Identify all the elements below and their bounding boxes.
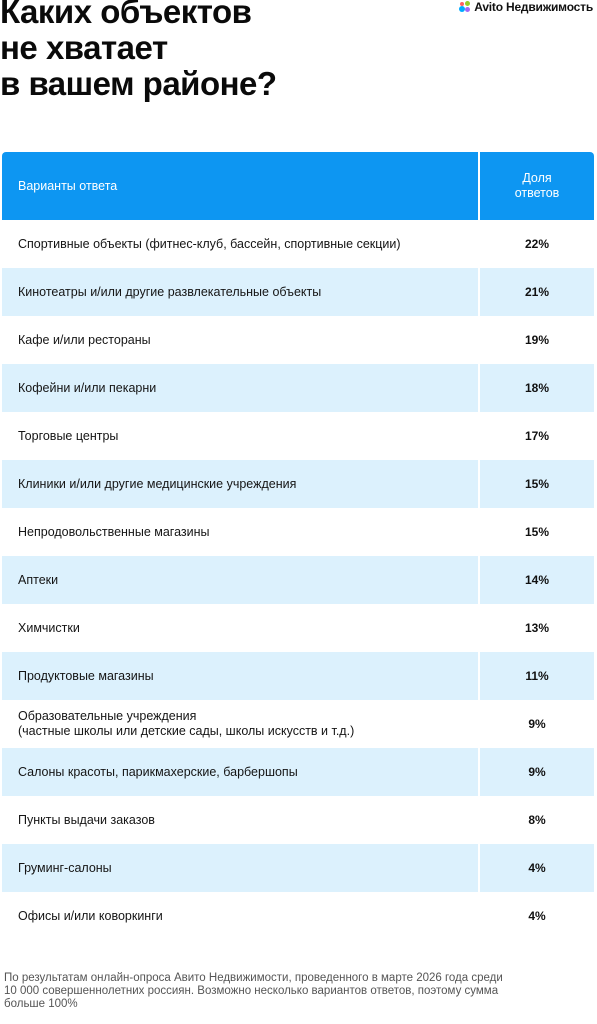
brand-logo: Avito Недвижимость — [459, 0, 593, 14]
row-value: 11% — [480, 652, 594, 700]
table-row: Пункты выдачи заказов 8% — [2, 796, 594, 844]
row-value: 9% — [480, 748, 594, 796]
table-row: Аптеки 14% — [2, 556, 594, 604]
table-row: Клиники и/или другие медицинские учрежде… — [2, 460, 594, 508]
row-label: Офисы и/или коворкинги — [18, 908, 163, 923]
table-row: Груминг-салоны 4% — [2, 844, 594, 892]
row-value: 22% — [524, 237, 550, 251]
table-row: Непродовольственные магазины 15% — [2, 508, 594, 556]
footnote: По результатам онлайн-опроса Авито Недви… — [4, 972, 503, 1010]
row-label: Торговые центры — [18, 428, 119, 443]
table-row: Продуктовые магазины 11% — [2, 652, 594, 700]
row-label: Пункты выдачи заказов — [18, 812, 155, 827]
row-value: 8% — [528, 813, 546, 827]
survey-table: Варианты ответа Доля ответов Спортивные … — [2, 152, 594, 940]
table-row: Кофейни и/или пекарни 18% — [2, 364, 594, 412]
table-row: Химчистки 13% — [2, 604, 594, 652]
row-label: Салоны красоты, парикмахерские, барбершо… — [2, 748, 478, 796]
brand-name: Avito Недвижимость — [474, 0, 593, 14]
row-label: Кинотеатры и/или другие развлекательные … — [2, 268, 478, 316]
row-label: Кафе и/или рестораны — [18, 332, 151, 347]
avito-dots-icon — [459, 1, 471, 13]
row-label: Спортивные объекты (фитнес-клуб, бассейн… — [18, 236, 401, 251]
row-label: Образовательные учреждения (частные школ… — [18, 709, 355, 738]
page-title: Каких объектов не хватает в вашем районе… — [0, 0, 277, 102]
row-value: 15% — [480, 460, 594, 508]
table-row: Салоны красоты, парикмахерские, барбершо… — [2, 748, 594, 796]
row-label: Клиники и/или другие медицинские учрежде… — [2, 460, 478, 508]
row-value: 21% — [480, 268, 594, 316]
table-row: Торговые центры 17% — [2, 412, 594, 460]
row-value: 19% — [524, 333, 550, 347]
table-header: Варианты ответа Доля ответов — [2, 152, 594, 220]
table-row: Спортивные объекты (фитнес-клуб, бассейн… — [2, 220, 594, 268]
row-value: 18% — [480, 364, 594, 412]
row-label: Кофейни и/или пекарни — [2, 364, 478, 412]
row-label: Непродовольственные магазины — [18, 524, 210, 539]
table-row: Образовательные учреждения (частные школ… — [2, 700, 594, 748]
row-value: 15% — [524, 525, 550, 539]
row-value: 13% — [524, 621, 550, 635]
row-value: 9% — [528, 717, 546, 731]
row-value: 14% — [480, 556, 594, 604]
row-value: 4% — [528, 909, 546, 923]
row-value: 4% — [480, 844, 594, 892]
column-header-question: Варианты ответа — [2, 152, 478, 220]
row-value: 17% — [524, 429, 550, 443]
row-label: Аптеки — [2, 556, 478, 604]
table-row: Кафе и/или рестораны 19% — [2, 316, 594, 364]
row-label: Химчистки — [18, 620, 80, 635]
column-header-share: Доля ответов — [480, 152, 594, 220]
row-label: Груминг-салоны — [2, 844, 478, 892]
table-row: Кинотеатры и/или другие развлекательные … — [2, 268, 594, 316]
table-row: Офисы и/или коворкинги 4% — [2, 892, 594, 940]
row-label: Продуктовые магазины — [2, 652, 478, 700]
